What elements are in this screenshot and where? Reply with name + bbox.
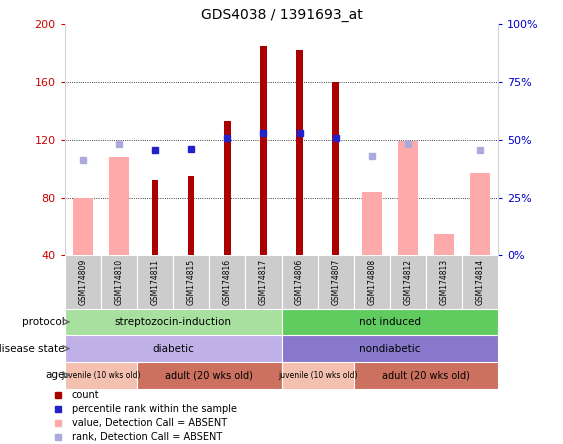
Bar <box>362 192 382 255</box>
Bar <box>282 255 318 309</box>
Bar <box>101 255 137 309</box>
Text: age: age <box>46 370 65 380</box>
Bar <box>282 309 498 335</box>
Text: nondiabetic: nondiabetic <box>359 344 421 353</box>
Text: rank, Detection Call = ABSENT: rank, Detection Call = ABSENT <box>72 432 222 442</box>
Bar <box>398 141 418 255</box>
Bar <box>137 362 282 388</box>
Bar <box>188 176 194 255</box>
Bar <box>470 173 490 255</box>
Text: percentile rank within the sample: percentile rank within the sample <box>72 404 236 414</box>
Text: GSM174809: GSM174809 <box>78 259 87 305</box>
Bar <box>109 157 129 255</box>
Text: GSM174815: GSM174815 <box>187 259 196 305</box>
Bar <box>245 255 282 309</box>
Bar <box>65 255 101 309</box>
Bar <box>332 82 339 255</box>
Text: GSM174811: GSM174811 <box>150 259 159 305</box>
Text: value, Detection Call = ABSENT: value, Detection Call = ABSENT <box>72 418 227 428</box>
Text: GSM174806: GSM174806 <box>295 259 304 305</box>
Bar <box>354 362 498 388</box>
Text: disease state: disease state <box>0 344 65 353</box>
Bar <box>173 255 209 309</box>
Text: diabetic: diabetic <box>152 344 194 353</box>
Text: GSM174817: GSM174817 <box>259 259 268 305</box>
Bar <box>282 362 354 388</box>
Text: GSM174813: GSM174813 <box>440 259 449 305</box>
Bar <box>260 46 267 255</box>
Bar <box>426 255 462 309</box>
Text: adult (20 wks old): adult (20 wks old) <box>382 370 470 380</box>
Bar <box>296 50 303 255</box>
Bar <box>390 255 426 309</box>
Bar <box>434 234 454 255</box>
Bar <box>462 255 498 309</box>
Text: streptozocin-induction: streptozocin-induction <box>115 317 231 327</box>
Bar <box>224 121 231 255</box>
Bar <box>65 362 137 388</box>
Text: GSM174814: GSM174814 <box>476 259 485 305</box>
Text: GSM174816: GSM174816 <box>223 259 232 305</box>
Title: GDS4038 / 1391693_at: GDS4038 / 1391693_at <box>200 8 363 22</box>
Text: GSM174810: GSM174810 <box>114 259 123 305</box>
Bar <box>209 255 245 309</box>
Text: juvenile (10 wks old): juvenile (10 wks old) <box>278 371 358 380</box>
Text: count: count <box>72 390 99 400</box>
Text: adult (20 wks old): adult (20 wks old) <box>166 370 253 380</box>
Text: juvenile (10 wks old): juvenile (10 wks old) <box>61 371 141 380</box>
Bar <box>73 198 93 255</box>
Bar <box>282 335 498 362</box>
Text: GSM174812: GSM174812 <box>404 259 413 305</box>
Bar <box>152 180 158 255</box>
Bar <box>137 255 173 309</box>
Bar <box>65 335 282 362</box>
Bar <box>318 255 354 309</box>
Bar <box>65 309 282 335</box>
Text: GSM174808: GSM174808 <box>367 259 376 305</box>
Text: not induced: not induced <box>359 317 421 327</box>
Text: protocol: protocol <box>22 317 65 327</box>
Bar <box>354 255 390 309</box>
Text: GSM174807: GSM174807 <box>331 259 340 305</box>
